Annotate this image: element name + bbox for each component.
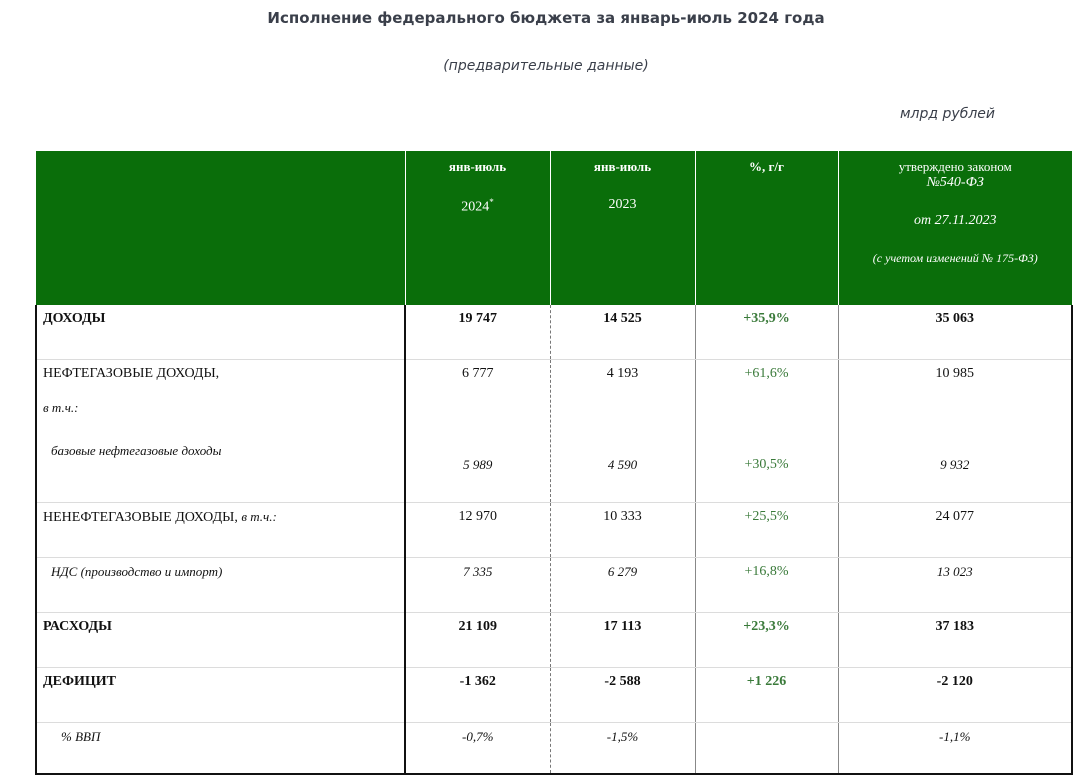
- page-subtitle: (предварительные данные): [443, 58, 649, 74]
- cell-vat-law: 13 023: [838, 557, 1073, 613]
- cell-vat-pct: +16,8%: [695, 557, 839, 613]
- oilgas-base-2023-value: 4 590: [607, 457, 638, 472]
- table-header-row: янв-июль 2024* янв-июль 2023 %, г/г утве…: [36, 151, 1072, 305]
- header-cell-empty: [36, 151, 405, 305]
- row-label-gdp: % ВВП: [35, 722, 406, 775]
- table-row: % ВВП -0,7% -1,5% -1,1%: [35, 722, 1073, 775]
- nonoil-label: НЕНЕФТЕГАЗОВЫЕ ДОХОДЫ,: [43, 510, 238, 525]
- cell-expenses-2024: 21 109: [405, 612, 551, 668]
- header-law-line4: (с учетом изменений № 175-ФЗ): [872, 251, 1038, 265]
- cell-expenses-pct: +23,3%: [695, 612, 839, 668]
- cell-nonoil-law: 24 077: [838, 502, 1073, 558]
- cell-deficit-pct: +1 226: [695, 667, 839, 723]
- table-row: ДОХОДЫ 19 747 14 525 +35,9% 35 063: [35, 305, 1073, 360]
- table-row: РАСХОДЫ 21 109 17 113 +23,3% 37 183: [35, 612, 1073, 668]
- footnote-mark: *: [489, 197, 494, 207]
- vat-label: НДС (производство и импорт): [51, 564, 223, 579]
- header-cell-2023: янв-июль 2023: [549, 151, 695, 305]
- header-2024-year: 2024*: [461, 197, 494, 215]
- cell-oilgas-law: 10 985 9 932: [838, 359, 1073, 503]
- budget-table: янв-июль 2024* янв-июль 2023 %, г/г утве…: [35, 151, 1073, 775]
- row-label-deficit: ДЕФИЦИТ: [35, 667, 406, 723]
- page-title: Исполнение федерального бюджета за январ…: [267, 9, 825, 27]
- oilgas-2024-value: 6 777: [462, 366, 494, 381]
- cell-expenses-law: 37 183: [838, 612, 1073, 668]
- header-2023-period: янв-июль: [593, 159, 652, 174]
- row-label-vat: НДС (производство и импорт): [35, 557, 406, 613]
- row-label-nonoil: НЕНЕФТЕГАЗОВЫЕ ДОХОДЫ, в т.ч.:: [35, 502, 406, 558]
- cell-income-law: 35 063: [838, 305, 1073, 360]
- cell-nonoil-pct: +25,5%: [695, 502, 839, 558]
- header-pct-label: %, г/г: [749, 159, 784, 174]
- cell-gdp-2023: -1,5%: [550, 722, 696, 775]
- header-law-line3: от 27.11.2023: [913, 213, 997, 228]
- cell-vat-2023: 6 279: [550, 557, 696, 613]
- table-row: НДС (производство и импорт) 7 335 6 279 …: [35, 557, 1073, 613]
- header-2023-year: 2023: [608, 197, 637, 212]
- header-law-line2: №540-ФЗ: [926, 175, 984, 190]
- oilgas-base-pct-value: +30,5%: [744, 457, 789, 472]
- row-label-expenses: РАСХОДЫ: [35, 612, 406, 668]
- header-2024-period: янв-июль: [448, 159, 507, 174]
- nonoil-note: в т.ч.:: [241, 509, 277, 524]
- gdp-label: % ВВП: [61, 729, 101, 744]
- header-law-line1: утверждено законом: [898, 159, 1012, 174]
- cell-oilgas-2024: 6 777 5 989: [405, 359, 551, 503]
- cell-income-2024: 19 747: [405, 305, 551, 360]
- oilgas-law-value: 10 985: [935, 366, 975, 381]
- cell-nonoil-2024: 12 970: [405, 502, 551, 558]
- oilgas-note: в т.ч.:: [43, 400, 79, 415]
- cell-gdp-law: -1,1%: [838, 722, 1073, 775]
- oilgas-base-2024-value: 5 989: [463, 457, 493, 472]
- table-row: НЕФТЕГАЗОВЫЕ ДОХОДЫ, в т.ч.: базовые неф…: [35, 359, 1073, 503]
- row-label-oilgas: НЕФТЕГАЗОВЫЕ ДОХОДЫ, в т.ч.: базовые неф…: [35, 359, 406, 503]
- oilgas-2023-value: 4 193: [606, 366, 639, 381]
- cell-gdp-pct: [695, 722, 839, 775]
- header-cell-pct: %, г/г: [694, 151, 838, 305]
- cell-deficit-2023: -2 588: [550, 667, 696, 723]
- oilgas-base-label: базовые нефтегазовые доходы: [51, 443, 222, 458]
- header-cell-law: утверждено законом №540-ФЗ от 27.11.2023…: [837, 151, 1072, 305]
- cell-expenses-2023: 17 113: [550, 612, 696, 668]
- oilgas-label: НЕФТЕГАЗОВЫЕ ДОХОДЫ,: [43, 366, 220, 381]
- oilgas-base-law-value: 9 932: [940, 457, 970, 472]
- cell-oilgas-pct: +61,6% +30,5%: [695, 359, 839, 503]
- table-row: ДЕФИЦИТ -1 362 -2 588 +1 226 -2 120: [35, 667, 1073, 723]
- cell-deficit-2024: -1 362: [405, 667, 551, 723]
- cell-income-2023: 14 525: [550, 305, 696, 360]
- table-row: НЕНЕФТЕГАЗОВЫЕ ДОХОДЫ, в т.ч.: 12 970 10…: [35, 502, 1073, 558]
- units-label: млрд рублей: [900, 106, 995, 122]
- cell-oilgas-2023: 4 193 4 590: [550, 359, 696, 503]
- oilgas-pct-value: +61,6%: [744, 366, 789, 381]
- cell-nonoil-2023: 10 333: [550, 502, 696, 558]
- header-cell-2024: янв-июль 2024*: [404, 151, 550, 305]
- cell-deficit-law: -2 120: [838, 667, 1073, 723]
- cell-vat-2024: 7 335: [405, 557, 551, 613]
- cell-income-pct: +35,9%: [695, 305, 839, 360]
- row-label-income: ДОХОДЫ: [35, 305, 406, 360]
- cell-gdp-2024: -0,7%: [405, 722, 551, 775]
